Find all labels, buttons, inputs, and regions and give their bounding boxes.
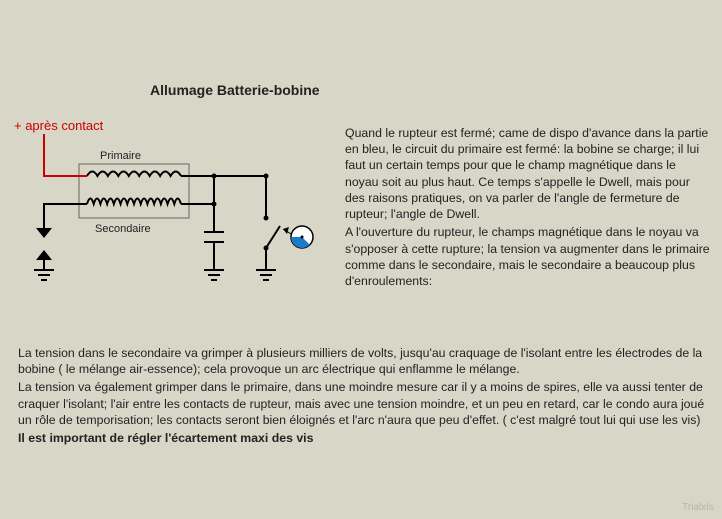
right-para1: Quand le rupteur est fermé; came de disp…	[345, 125, 710, 222]
bottom-bold: Il est important de régler l'écartement …	[18, 430, 708, 446]
bottom-para1: La tension dans le secondaire va grimper…	[18, 345, 708, 377]
watermark: TrialxIs	[682, 502, 714, 513]
schematic-diagram	[14, 130, 344, 310]
bottom-para2: La tension va également grimper dans le …	[18, 379, 708, 428]
page-title: Allumage Batterie-bobine	[150, 82, 320, 98]
right-text-block: Quand le rupteur est fermé; came de disp…	[345, 125, 710, 291]
bottom-text-block: La tension dans le secondaire va grimper…	[18, 345, 708, 448]
right-para2: A l'ouverture du rupteur, le champs magn…	[345, 224, 710, 289]
